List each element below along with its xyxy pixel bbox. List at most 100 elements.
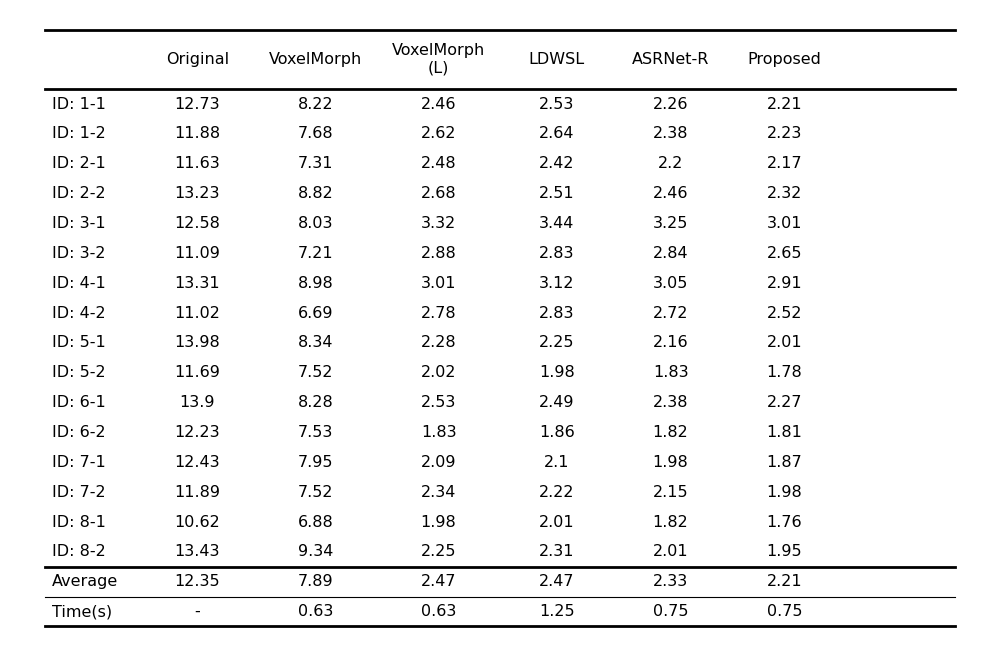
Text: 8.82: 8.82 [298,186,334,201]
Text: 2.51: 2.51 [539,186,575,201]
Text: VoxelMorph
(L): VoxelMorph (L) [392,43,485,75]
Text: 1.86: 1.86 [539,425,575,440]
Text: ID: 8-1: ID: 8-1 [52,514,106,529]
Text: 11.09: 11.09 [174,246,220,261]
Text: ID: 3-1: ID: 3-1 [52,216,106,231]
Text: 1.98: 1.98 [653,455,688,470]
Text: 3.05: 3.05 [653,276,688,291]
Text: 2.47: 2.47 [539,574,575,589]
Text: 7.95: 7.95 [298,455,333,470]
Text: 2.52: 2.52 [767,306,802,321]
Text: 13.31: 13.31 [175,276,220,291]
Text: 2.28: 2.28 [421,335,456,350]
Text: 1.82: 1.82 [653,425,688,440]
Text: 2.53: 2.53 [421,395,456,410]
Text: ID: 1-2: ID: 1-2 [52,127,106,142]
Text: 2.01: 2.01 [653,544,688,560]
Text: 2.42: 2.42 [539,156,575,171]
Text: 2.31: 2.31 [539,544,575,560]
Text: 11.02: 11.02 [174,306,220,321]
Text: 8.34: 8.34 [298,335,333,350]
Text: 1.25: 1.25 [539,604,575,619]
Text: LDWSL: LDWSL [529,52,585,67]
Text: 2.53: 2.53 [539,96,575,112]
Text: 2.34: 2.34 [421,485,456,500]
Text: 8.03: 8.03 [298,216,333,231]
Text: 2.25: 2.25 [421,544,456,560]
Text: 2.17: 2.17 [767,156,802,171]
Text: 2.78: 2.78 [421,306,456,321]
Text: 6.69: 6.69 [298,306,333,321]
Text: 2.48: 2.48 [421,156,456,171]
Text: 1.81: 1.81 [766,425,802,440]
Text: VoxelMorph: VoxelMorph [269,52,362,67]
Text: 2.23: 2.23 [767,127,802,142]
Text: 2.16: 2.16 [653,335,688,350]
Text: 1.98: 1.98 [421,514,456,529]
Text: 2.72: 2.72 [653,306,688,321]
Text: 13.23: 13.23 [175,186,220,201]
Text: 3.44: 3.44 [539,216,575,231]
Text: 1.76: 1.76 [767,514,802,529]
Text: 9.34: 9.34 [298,544,333,560]
Text: 2.15: 2.15 [653,485,688,500]
Text: 2.27: 2.27 [767,395,802,410]
Text: 12.43: 12.43 [175,455,220,470]
Text: 3.01: 3.01 [421,276,456,291]
Text: 8.22: 8.22 [298,96,334,112]
Text: ID: 4-2: ID: 4-2 [52,306,106,321]
Text: 12.58: 12.58 [174,216,220,231]
Text: 10.62: 10.62 [175,514,220,529]
Text: -: - [195,604,200,619]
Text: 1.82: 1.82 [653,514,688,529]
Text: 2.21: 2.21 [767,574,802,589]
Text: 7.68: 7.68 [298,127,334,142]
Text: ID: 1-1: ID: 1-1 [52,96,106,112]
Text: 11.69: 11.69 [174,365,220,380]
Text: ID: 5-2: ID: 5-2 [52,365,106,380]
Text: Time(s): Time(s) [52,604,112,619]
Text: 2.26: 2.26 [653,96,688,112]
Text: 7.21: 7.21 [298,246,334,261]
Text: 3.12: 3.12 [539,276,575,291]
Text: 13.43: 13.43 [175,544,220,560]
Text: 11.63: 11.63 [175,156,220,171]
Text: 1.98: 1.98 [767,485,802,500]
Text: 2.09: 2.09 [421,455,456,470]
Text: 0.75: 0.75 [653,604,688,619]
Text: 12.35: 12.35 [175,574,220,589]
Text: 8.98: 8.98 [298,276,334,291]
Text: 11.89: 11.89 [174,485,220,500]
Text: 2.1: 2.1 [544,455,570,470]
Text: 2.01: 2.01 [767,335,802,350]
Text: 2.84: 2.84 [653,246,688,261]
Text: 6.88: 6.88 [298,514,334,529]
Text: ID: 4-1: ID: 4-1 [52,276,106,291]
Text: 2.64: 2.64 [539,127,575,142]
Text: ID: 6-1: ID: 6-1 [52,395,106,410]
Text: Proposed: Proposed [747,52,821,67]
Text: 2.38: 2.38 [653,395,688,410]
Text: 0.75: 0.75 [767,604,802,619]
Text: ID: 3-2: ID: 3-2 [52,246,106,261]
Text: 2.2: 2.2 [658,156,683,171]
Text: 2.21: 2.21 [767,96,802,112]
Text: 2.65: 2.65 [767,246,802,261]
Text: 1.83: 1.83 [653,365,688,380]
Text: ASRNet-R: ASRNet-R [632,52,709,67]
Text: 2.68: 2.68 [421,186,456,201]
Text: 2.33: 2.33 [653,574,688,589]
Text: 1.83: 1.83 [421,425,456,440]
Text: ID: 5-1: ID: 5-1 [52,335,106,350]
Text: 1.78: 1.78 [767,365,802,380]
Text: 1.95: 1.95 [767,544,802,560]
Text: 2.38: 2.38 [653,127,688,142]
Text: 2.46: 2.46 [653,186,688,201]
Text: 13.9: 13.9 [180,395,215,410]
Text: 2.32: 2.32 [767,186,802,201]
Text: 2.62: 2.62 [421,127,456,142]
Text: Average: Average [52,574,118,589]
Text: 2.91: 2.91 [767,276,802,291]
Text: 2.83: 2.83 [539,246,575,261]
Text: 7.52: 7.52 [298,365,333,380]
